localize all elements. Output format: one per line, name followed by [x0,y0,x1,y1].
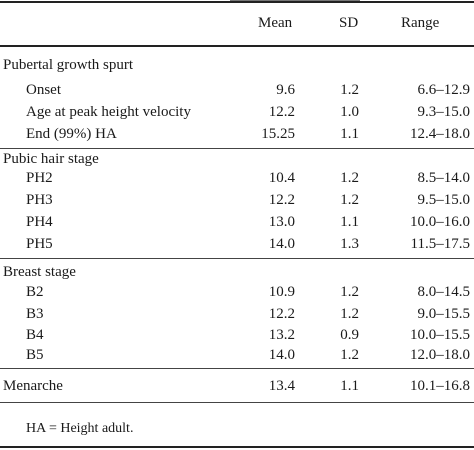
mean-value: 12.2 [268,104,295,120]
sd-value: 1.1 [340,214,359,230]
mean-value: 13.4 [268,378,295,394]
row-label: B5 [26,347,44,363]
range-value: 10.0–15.5 [410,327,470,343]
range-value: 10.1–16.8 [410,378,470,394]
row-label: Age at peak height velocity [26,104,191,120]
sd-value: 1.2 [340,170,359,186]
sd-value: 1.2 [340,347,359,363]
range-value: 8.5–14.0 [417,170,471,186]
row-label: PH5 [26,236,53,252]
range-value: 9.5–15.0 [417,192,471,208]
sd-value: 1.2 [340,284,359,300]
sd-value: 1.2 [340,192,359,208]
range-value: 8.0–14.5 [417,284,471,300]
table-footnote: HA = Height adult. [26,421,134,436]
section-title-growth-spurt: Pubertal growth spurt [3,57,133,73]
mean-value: 10.9 [268,284,295,300]
range-value: 12.0–18.0 [410,347,470,363]
section-rule [0,148,474,149]
range-value: 9.0–15.5 [417,306,471,322]
sd-value: 0.9 [340,327,359,343]
column-header-mean: Mean [258,15,293,31]
row-label: B3 [26,306,44,322]
sd-value: 1.2 [340,306,359,322]
sd-value: 1.1 [340,126,359,142]
range-value: 12.4–18.0 [410,126,470,142]
mean-value: 12.2 [268,192,295,208]
row-label: PH4 [26,214,53,230]
row-label-menarche: Menarche [3,378,63,394]
section-rule [0,258,474,259]
section-rule [0,368,474,369]
mean-value: 14.0 [268,347,295,363]
mean-value: 10.4 [268,170,295,186]
mean-value: 14.0 [268,236,295,252]
table-top-rule [0,1,474,3]
mean-value: 9.6 [276,82,295,98]
sd-value: 1.2 [340,82,359,98]
mean-value: 13.0 [268,214,295,230]
column-header-range: Range [401,15,440,31]
row-label: Onset [26,82,61,98]
column-header-sd: SD [339,15,359,31]
sd-value: 1.1 [340,378,359,394]
range-value: 10.0–16.0 [410,214,470,230]
mean-value: 13.2 [268,327,295,343]
range-value: 6.6–12.9 [417,82,471,98]
sd-value: 1.0 [340,104,359,120]
row-label: PH2 [26,170,53,186]
sd-value: 1.3 [340,236,359,252]
section-title-pubic-hair: Pubic hair stage [3,151,99,167]
mean-value: 12.2 [268,306,295,322]
top-edge-mark [230,0,360,1]
row-label: End (99%) HA [26,126,117,142]
section-title-breast-stage: Breast stage [3,264,76,280]
mean-value: 15.25 [261,126,295,142]
header-rule [0,45,474,47]
table-bottom-rule [0,446,474,448]
range-value: 9.3–15.0 [417,104,471,120]
footnote-rule [0,402,474,403]
range-value: 11.5–17.5 [410,236,470,252]
row-label: PH3 [26,192,53,208]
row-label: B4 [26,327,44,343]
row-label: B2 [26,284,44,300]
